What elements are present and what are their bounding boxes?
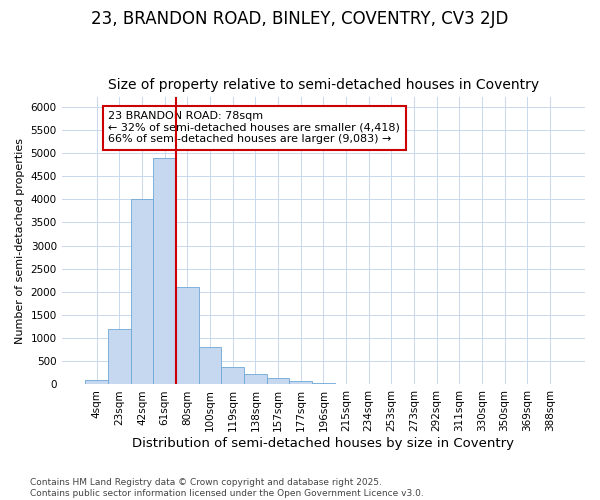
Text: 23, BRANDON ROAD, BINLEY, COVENTRY, CV3 2JD: 23, BRANDON ROAD, BINLEY, COVENTRY, CV3 … [91,10,509,28]
Bar [199,348,221,385]
Bar [176,287,199,384]
Bar [221,368,244,384]
Bar [312,383,335,384]
Bar [244,374,266,384]
X-axis label: Distribution of semi-detached houses by size in Coventry: Distribution of semi-detached houses by … [133,437,514,450]
Bar [154,158,176,384]
Bar [131,199,154,384]
Y-axis label: Number of semi-detached properties: Number of semi-detached properties [15,138,25,344]
Text: 23 BRANDON ROAD: 78sqm
← 32% of semi-detached houses are smaller (4,418)
66% of : 23 BRANDON ROAD: 78sqm ← 32% of semi-det… [108,111,400,144]
Bar [85,380,108,384]
Title: Size of property relative to semi-detached houses in Coventry: Size of property relative to semi-detach… [108,78,539,92]
Bar [108,329,131,384]
Bar [266,378,289,384]
Bar [289,381,312,384]
Text: Contains HM Land Registry data © Crown copyright and database right 2025.
Contai: Contains HM Land Registry data © Crown c… [30,478,424,498]
